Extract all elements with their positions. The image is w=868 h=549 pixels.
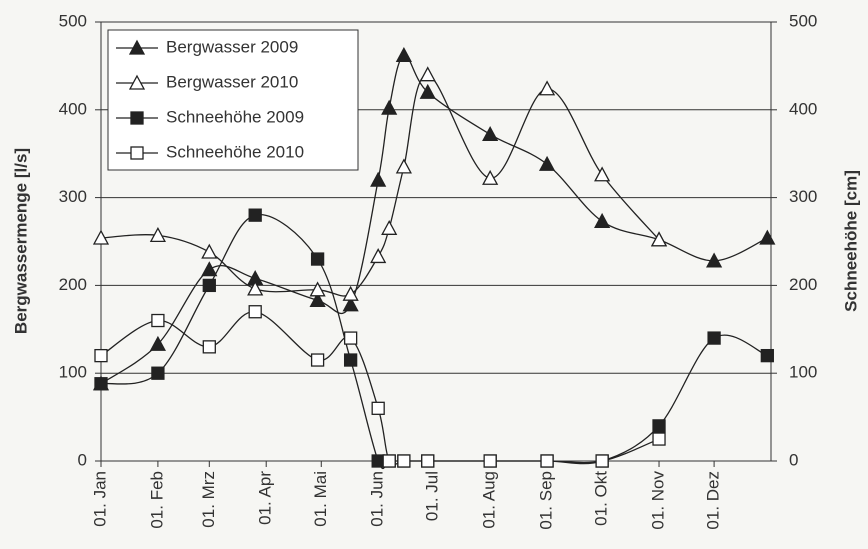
point (342, 296, 359, 312)
x-tick-label: 01. Sep (537, 471, 556, 530)
point (482, 126, 499, 142)
point (343, 353, 358, 367)
point (706, 252, 723, 268)
point (707, 331, 721, 345)
point (395, 46, 412, 63)
point (202, 278, 216, 293)
y-tick-label: 300 (59, 187, 87, 206)
point (650, 231, 668, 247)
point (248, 305, 262, 319)
y2-tick-label: 300 (789, 187, 817, 206)
point (395, 158, 412, 174)
legend-label: Schneehöhe 2009 (166, 107, 304, 126)
point (310, 252, 325, 266)
x-tick-label: 01. Mrz (199, 471, 218, 528)
point (370, 171, 387, 187)
point (247, 280, 264, 296)
point (94, 377, 108, 391)
legend-marker (130, 111, 144, 125)
point (310, 353, 325, 367)
point (594, 212, 611, 228)
point (652, 419, 666, 433)
point (342, 285, 359, 301)
point (538, 155, 556, 171)
point (151, 313, 165, 328)
x-tick-label: 01. Jun (368, 471, 387, 527)
point (151, 366, 165, 380)
point (309, 291, 326, 307)
point (482, 169, 499, 185)
x-tick-label: 01. Aug (480, 471, 499, 529)
point (149, 226, 166, 243)
point (201, 261, 218, 277)
legend-label: Bergwasser 2010 (166, 72, 298, 91)
y-tick-label: 100 (59, 363, 87, 382)
y2-tick-label: 100 (789, 363, 817, 382)
point (652, 432, 666, 446)
y2-tick-label: 200 (789, 275, 817, 294)
point (397, 454, 411, 468)
point (92, 229, 110, 245)
point (381, 219, 398, 235)
y-tick-label: 200 (59, 275, 87, 294)
point (149, 335, 166, 351)
legend-box (107, 29, 359, 171)
point (538, 80, 556, 96)
y2-tick-label: 0 (789, 450, 798, 469)
point (94, 348, 108, 363)
series-line (100, 311, 660, 466)
point (382, 454, 396, 468)
x-tick-label: 01. Apr (256, 471, 275, 525)
legend-marker (128, 74, 146, 90)
point (595, 454, 609, 468)
series-line (100, 214, 768, 470)
x-tick-label: 01. Jul (423, 471, 442, 521)
y2-tick-label: 400 (789, 99, 817, 118)
legend-label: Bergwasser 2009 (166, 37, 298, 56)
y2-tick-label: 500 (789, 11, 817, 30)
point (540, 454, 554, 468)
y-axis-title: Bergwassermenge [l/s] (11, 148, 30, 334)
point (371, 454, 385, 468)
point (381, 99, 398, 115)
point (343, 331, 358, 345)
point (248, 208, 262, 222)
x-tick-label: 01. Okt (592, 471, 611, 526)
legend-label: Schneehöhe 2010 (166, 142, 304, 161)
point (370, 248, 387, 264)
point (759, 229, 776, 245)
y2-axis-title: Schneehöhe [cm] (841, 170, 860, 312)
x-tick-label: 01. Jan (90, 471, 109, 527)
x-tick-label: 01. Dez (704, 471, 723, 530)
x-tick-label: 01. Nov (649, 471, 668, 530)
x-tick-label: 01. Mai (311, 471, 330, 527)
point (760, 348, 774, 363)
point (421, 454, 435, 468)
legend-marker (128, 39, 146, 55)
point (202, 340, 216, 354)
point (371, 401, 385, 415)
y-tick-label: 400 (59, 99, 87, 118)
point (309, 281, 326, 297)
point (483, 454, 497, 468)
point (201, 243, 218, 259)
x-tick-label: 01. Feb (147, 471, 166, 529)
y-tick-label: 0 (78, 450, 87, 469)
point (419, 83, 436, 99)
point (419, 66, 436, 82)
y-tick-label: 500 (59, 11, 87, 30)
point (594, 166, 611, 182)
legend-marker (130, 146, 144, 160)
